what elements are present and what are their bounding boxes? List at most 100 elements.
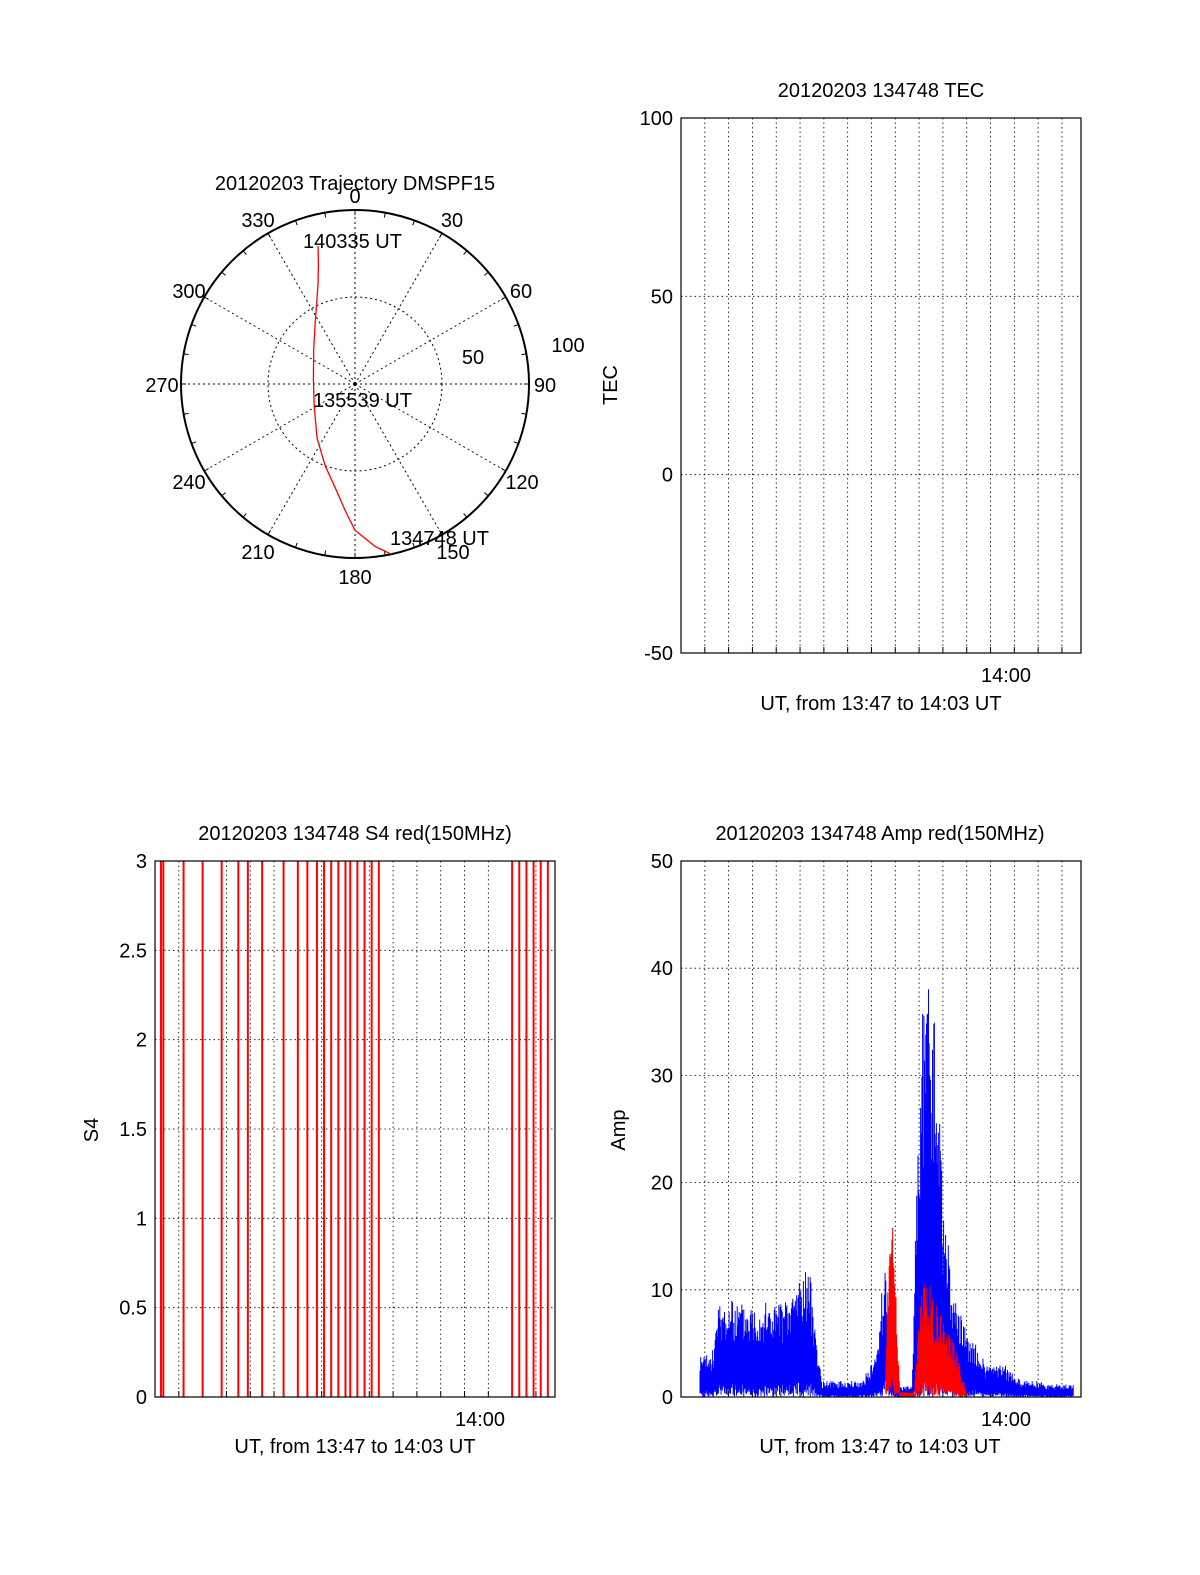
amp-title: 20120203 134748 Amp red(150MHz) xyxy=(715,823,1044,845)
s4-y-tick-label: 0 xyxy=(136,1387,147,1409)
polar-tick xyxy=(412,220,415,226)
polar-radius-label: 50 xyxy=(462,347,484,369)
polar-angle-label: 60 xyxy=(510,281,532,303)
polar-spoke xyxy=(267,233,356,385)
s4-y-label: S4 xyxy=(81,1118,103,1142)
s4-y-tick-label: 0.5 xyxy=(119,1298,147,1320)
polar-tick xyxy=(439,530,443,535)
amp-blue-series xyxy=(699,989,1074,1397)
polar-angle-label: 300 xyxy=(172,281,205,303)
s4-x-tick-label: 14:00 xyxy=(455,1409,505,1431)
polar-grid xyxy=(180,209,530,559)
tec-chart: 20120203 134748 TEC 100 50 0 -50 14:00 UT, … xyxy=(600,80,1082,715)
amp-frame xyxy=(680,860,1082,1398)
tec-y-ticks: 100 50 0 -50 xyxy=(640,108,673,665)
s4-frame xyxy=(154,860,556,1398)
tec-y-label: TEC xyxy=(600,365,622,405)
trajectory-annotation-end: 140335 UT xyxy=(303,231,402,253)
polar-tick xyxy=(295,220,298,226)
polar-tick xyxy=(513,324,519,327)
tec-y-tick-label: 0 xyxy=(662,465,673,487)
polar-tick xyxy=(242,513,247,518)
polar-tick xyxy=(513,441,519,444)
tec-y-tick-label: 100 xyxy=(640,108,673,130)
s4-series xyxy=(159,861,549,1397)
polar-angle-labels: 0 30 60 90 120 150 180 210 240 270 300 330 xyxy=(145,186,556,589)
polar-angle-label: 210 xyxy=(241,542,274,564)
polar-tick xyxy=(191,324,197,327)
polar-tick xyxy=(463,513,468,518)
tec-x-label: UT, from 13:47 to 14:03 UT xyxy=(760,693,1001,715)
polar-tick xyxy=(521,412,527,415)
amp-y-ticks: 50 40 30 20 10 0 xyxy=(651,851,673,1409)
trajectory-line xyxy=(312,246,392,555)
polar-tick xyxy=(484,271,489,276)
polar-spoke xyxy=(204,296,356,385)
polar-tick xyxy=(221,271,226,276)
tec-title: 20120203 134748 TEC xyxy=(778,80,984,102)
polar-angle-label: 240 xyxy=(172,472,205,494)
s4-y-tick-label: 2.5 xyxy=(119,940,147,962)
polar-angle-label: 150 xyxy=(436,542,469,564)
polar-tick xyxy=(439,233,443,238)
amp-y-tick-label: 0 xyxy=(662,1387,673,1409)
polar-tick xyxy=(183,353,189,356)
trajectory-track xyxy=(312,246,392,555)
s4-chart: 20120203 134748 S4 red(150MHz) 3 2.5 2 1.5 1… xyxy=(81,823,556,1458)
polar-angle-label: 30 xyxy=(441,210,463,232)
amp-y-tick-label: 10 xyxy=(651,1280,673,1302)
polar-tick xyxy=(242,250,247,255)
s4-y-ticks: 3 2.5 2 1.5 1 0.5 0 xyxy=(119,851,147,1409)
polar-angle-label: 270 xyxy=(145,375,178,397)
polar-tick xyxy=(521,353,527,356)
polar-tick xyxy=(383,212,386,218)
trajectory-annotation-mid: 135539 UT xyxy=(313,390,412,412)
s4-x-label: UT, from 13:47 to 14:03 UT xyxy=(234,1436,475,1458)
polar-angle-label: 0 xyxy=(349,186,360,208)
polar-tick xyxy=(501,296,506,300)
polar-tick xyxy=(324,550,327,556)
s4-y-tick-label: 1 xyxy=(136,1208,147,1230)
polar-tick xyxy=(221,492,226,497)
trajectory-title: 20120203 Trajectory DMSPF15 xyxy=(215,173,495,195)
polar-spoke xyxy=(354,383,443,535)
polar-tick xyxy=(412,542,415,548)
amp-series xyxy=(699,989,1074,1397)
polar-tick xyxy=(183,412,189,415)
amp-chart: 20120203 134748 Amp red(150MHz) 50 40 30 20… xyxy=(608,823,1082,1458)
polar-spoke xyxy=(354,383,506,472)
polar-tick xyxy=(463,250,468,255)
polar-tick xyxy=(204,296,209,300)
tec-x-tick-label: 14:00 xyxy=(981,665,1031,687)
amp-y-label: Amp xyxy=(608,1109,630,1150)
tec-y-tick-label: 50 xyxy=(651,286,673,308)
trajectory-annotation-start: 134748 UT xyxy=(390,528,489,550)
polar-tick xyxy=(295,542,298,548)
trajectory-polar-plot: 20120203 Trajectory DMSPF15 0 30 60 90 120 15… xyxy=(145,173,584,589)
amp-x-label: UT, from 13:47 to 14:03 UT xyxy=(759,1436,1000,1458)
polar-angle-label: 330 xyxy=(241,210,274,232)
s4-title: 20120203 134748 S4 red(150MHz) xyxy=(198,823,512,845)
s4-y-tick-label: 3 xyxy=(136,851,147,873)
polar-spoke xyxy=(354,233,443,385)
polar-angle-label: 180 xyxy=(338,567,371,589)
polar-spoke xyxy=(204,383,356,472)
polar-spoke xyxy=(267,383,356,535)
s4-y-tick-label: 2 xyxy=(136,1030,147,1052)
polar-tick xyxy=(324,212,327,218)
tec-grid xyxy=(681,118,1081,653)
amp-x-tick-label: 14:00 xyxy=(981,1409,1031,1431)
polar-tick xyxy=(204,468,209,472)
amp-y-tick-label: 30 xyxy=(651,1065,673,1087)
amp-y-tick-label: 50 xyxy=(651,851,673,873)
s4-grid xyxy=(155,861,555,1397)
polar-radius-labels: 50 100 xyxy=(462,335,585,369)
polar-tick xyxy=(484,492,489,497)
s4-y-tick-label: 1.5 xyxy=(119,1119,147,1141)
tec-frame xyxy=(680,117,1082,654)
polar-tick xyxy=(191,441,197,444)
polar-spoke xyxy=(354,296,506,385)
polar-tick xyxy=(267,530,271,535)
polar-tick xyxy=(501,468,506,472)
